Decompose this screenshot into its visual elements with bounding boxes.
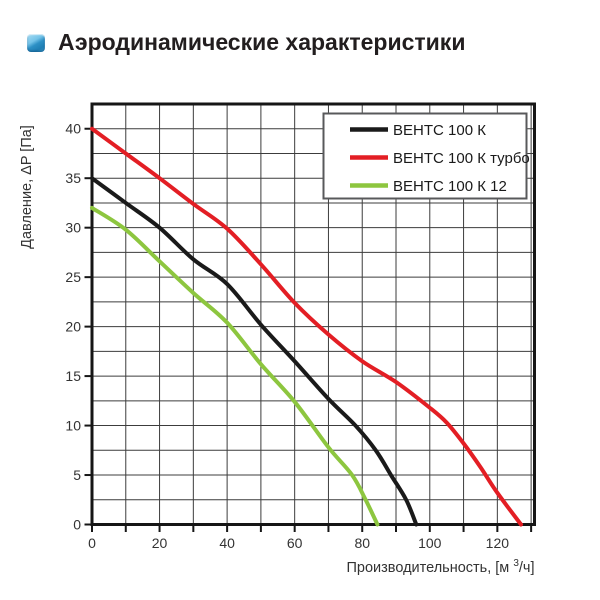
legend-item-0: ВЕНТС 100 К [350,122,486,139]
x-tick-label: 40 [219,535,235,551]
page-title: Аэродинамические характеристики [58,29,466,55]
y-axis-title: Давление, ΔP [Па] [19,125,35,249]
blue-square-bullet-icon [27,33,45,52]
x-tick-label: 60 [287,535,303,551]
legend-label-0: ВЕНТС 100 К [393,122,486,139]
x-tick-labels: 0 20 40 60 80 100 120 [88,535,509,551]
y-ticks [84,127,91,526]
x-tick-label: 100 [418,535,442,551]
x-ticks [91,525,533,532]
page-header: Аэродинамические характеристики [27,29,465,56]
y-tick-label: 5 [73,467,81,483]
series-line-0 [90,176,419,527]
series-line-2 [90,205,380,527]
y-tick-label: 0 [73,517,81,533]
legend-item-1: ВЕНТС 100 К турбо [350,150,530,167]
y-tick-label: 35 [65,170,81,186]
legend-label-2: ВЕНТС 100 К 12 [393,178,507,195]
series-line-1 [90,126,523,527]
y-tick-label: 25 [65,269,81,285]
y-tick-label: 15 [65,368,81,384]
x-tick-label: 80 [354,535,370,551]
y-tick-labels: 0 5 10 15 20 25 30 35 40 [65,121,81,533]
x-axis-title: Производительность, [м 3/ч] [346,558,534,576]
plot-frame [90,102,536,526]
y-tick-label: 40 [65,121,81,137]
y-tick-label: 10 [65,418,81,434]
legend: ВЕНТС 100 К ВЕНТС 100 К турбо ВЕНТС 100 К … [322,112,530,200]
y-tick-label: 20 [65,319,81,335]
y-tick-label: 30 [65,220,81,236]
series-curves [90,126,523,527]
x-tick-label: 120 [486,535,510,551]
legend-label-1: ВЕНТС 100 К турбо [393,150,530,167]
legend-item-2: ВЕНТС 100 К 12 [350,178,507,195]
x-tick-label: 20 [152,535,168,551]
x-tick-label: 0 [88,535,96,551]
